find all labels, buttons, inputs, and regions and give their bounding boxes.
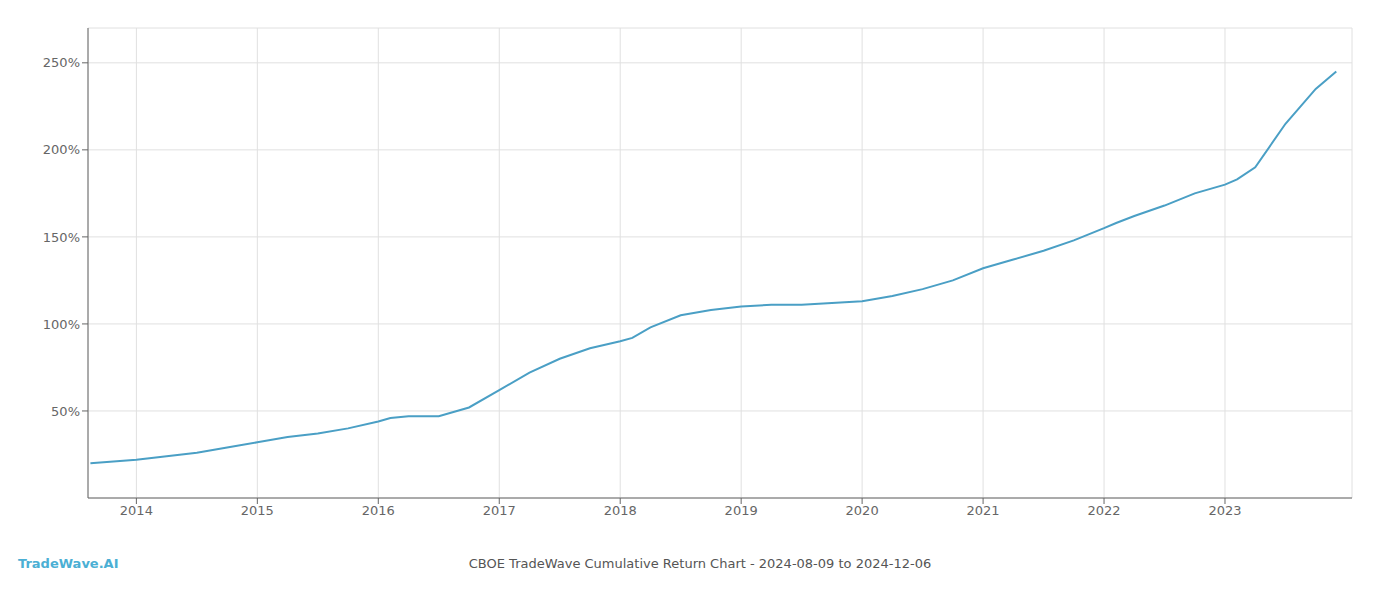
html-text:CBOE TradeWave Cumulative Retu: CBOE TradeWave Cumulative Return Chart -… (468, 555, 932, 571)
svg-text:100%: 100% (43, 317, 80, 332)
svg-text:2021: 2021 (967, 503, 1000, 518)
svg-text:2017: 2017 (483, 503, 516, 518)
svg-text:150%: 150% (43, 230, 80, 245)
svg-text:2016: 2016 (362, 503, 395, 518)
svg-text:200%: 200% (43, 142, 80, 157)
svg-text:2019: 2019 (725, 503, 758, 518)
svg-text:2014: 2014 (120, 503, 153, 518)
svg-text:2015: 2015 (241, 503, 274, 518)
svg-text:250%: 250% (43, 55, 80, 70)
svg-text:2022: 2022 (1087, 503, 1120, 518)
html-text:TradeWave.AI: TradeWave.AI (18, 555, 119, 571)
svg-text:50%: 50% (51, 404, 80, 419)
svg-text:2018: 2018 (604, 503, 637, 518)
svg-text:2023: 2023 (1208, 503, 1241, 518)
svg-text:2020: 2020 (846, 503, 879, 518)
